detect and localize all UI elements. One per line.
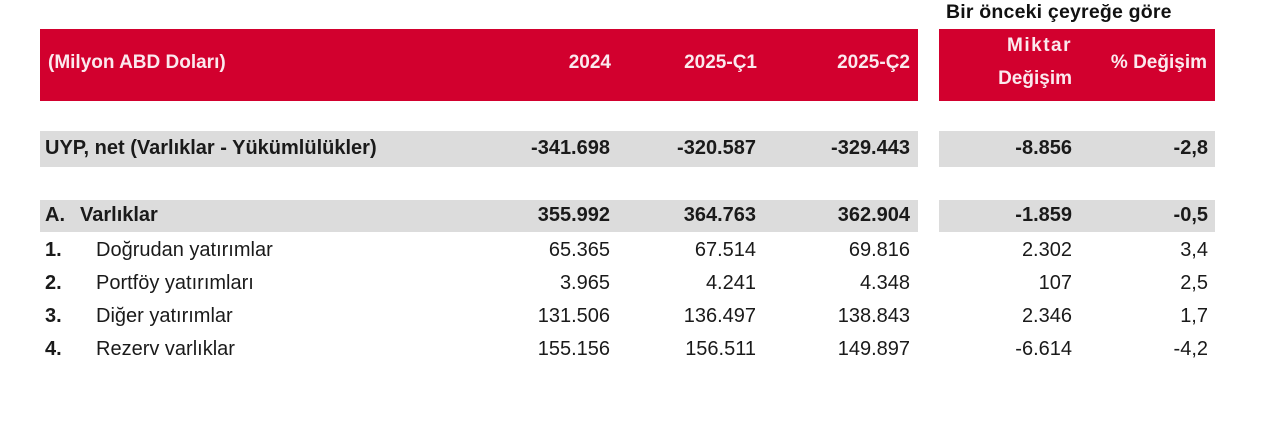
cell-2024: 65.365 [548, 239, 610, 261]
row-number: A. [45, 204, 65, 226]
cell-2025-q1: 364.763 [683, 204, 756, 226]
table-row-uyp-net: UYP, net (Varlıklar - Yükümlülükler) -34… [0, 137, 1280, 163]
row-bg-assets-right [939, 200, 1215, 232]
unit-label: (Milyon ABD Doları) [48, 52, 226, 73]
col-header-2024: 2024 [568, 52, 611, 73]
cell-2024: 3.965 [559, 272, 610, 294]
row-label: Diğer yatırımlar [96, 305, 233, 327]
cell-change-pct: 3,4 [1180, 239, 1208, 261]
cell-2025-q2: 362.904 [837, 204, 910, 226]
row-bg-assets-left [40, 200, 918, 232]
table-row-portfolio-investment: 2. Portföy yatırımları 3.965 4.241 4.348… [0, 272, 1280, 298]
row-label: Portföy yatırımları [96, 272, 254, 294]
cell-2025-q1: 4.241 [705, 272, 756, 294]
cell-2024: -341.698 [531, 137, 610, 159]
cell-change-amount: -8.856 [1015, 137, 1072, 159]
col-header-2025-q1: 2025-Ç1 [684, 52, 757, 73]
row-bg-uyp-left [40, 131, 918, 167]
cell-change-amount: 107 [1038, 272, 1072, 294]
cell-change-amount: 2.346 [1021, 305, 1072, 327]
cell-2025-q1: 67.514 [694, 239, 756, 261]
col-header-change-amount-2: Değişim [998, 68, 1072, 89]
row-label: UYP, net (Varlıklar - Yükümlülükler) [45, 137, 377, 159]
row-label: Varlıklar [80, 204, 158, 226]
cell-change-amount: -6.614 [1015, 338, 1072, 360]
table-row-reserve-assets: 4. Rezerv varlıklar 155.156 156.511 149.… [0, 338, 1280, 364]
cell-change-pct: -0,5 [1173, 204, 1208, 226]
col-header-2025-q2: 2025-Ç2 [837, 52, 910, 73]
cell-2025-q1: -320.587 [677, 137, 756, 159]
comparison-caption: Bir önceki çeyreğe göre [946, 1, 1172, 23]
table-header-right: Miktar Değişim % Değişim [939, 29, 1215, 101]
row-number: 1. [45, 239, 62, 261]
row-label: Doğrudan yatırımlar [96, 239, 273, 261]
row-bg-uyp-right [939, 131, 1215, 167]
cell-2025-q2: 149.897 [837, 338, 910, 360]
col-header-change-pct: % Değişim [1110, 52, 1207, 73]
cell-change-amount: -1.859 [1015, 204, 1072, 226]
cell-change-pct: 1,7 [1180, 305, 1208, 327]
cell-change-amount: 2.302 [1021, 239, 1072, 261]
row-label: Rezerv varlıklar [96, 338, 235, 360]
cell-change-pct: -4,2 [1173, 338, 1208, 360]
cell-2024: 131.506 [537, 305, 610, 327]
cell-2025-q2: 69.816 [848, 239, 910, 261]
row-number: 3. [45, 305, 62, 327]
row-number: 4. [45, 338, 62, 360]
cell-2025-q2: 138.843 [837, 305, 910, 327]
col-header-change-amount-1: Miktar [1007, 35, 1072, 56]
table-row-assets: A. Varlıklar 355.992 364.763 362.904 -1.… [0, 204, 1280, 230]
table-row-direct-investment: 1. Doğrudan yatırımlar 65.365 67.514 69.… [0, 239, 1280, 265]
cell-2025-q1: 136.497 [683, 305, 756, 327]
cell-2024: 155.156 [537, 338, 610, 360]
cell-2025-q2: 4.348 [859, 272, 910, 294]
cell-change-pct: 2,5 [1180, 272, 1208, 294]
cell-change-pct: -2,8 [1173, 137, 1208, 159]
cell-2024: 355.992 [537, 204, 610, 226]
table-row-other-investment: 3. Diğer yatırımlar 131.506 136.497 138.… [0, 305, 1280, 331]
table-header-left: (Milyon ABD Doları) 2024 2025-Ç1 2025-Ç2 [40, 29, 918, 101]
cell-2025-q1: 156.511 [685, 338, 756, 360]
row-number: 2. [45, 272, 62, 294]
cell-2025-q2: -329.443 [831, 137, 910, 159]
